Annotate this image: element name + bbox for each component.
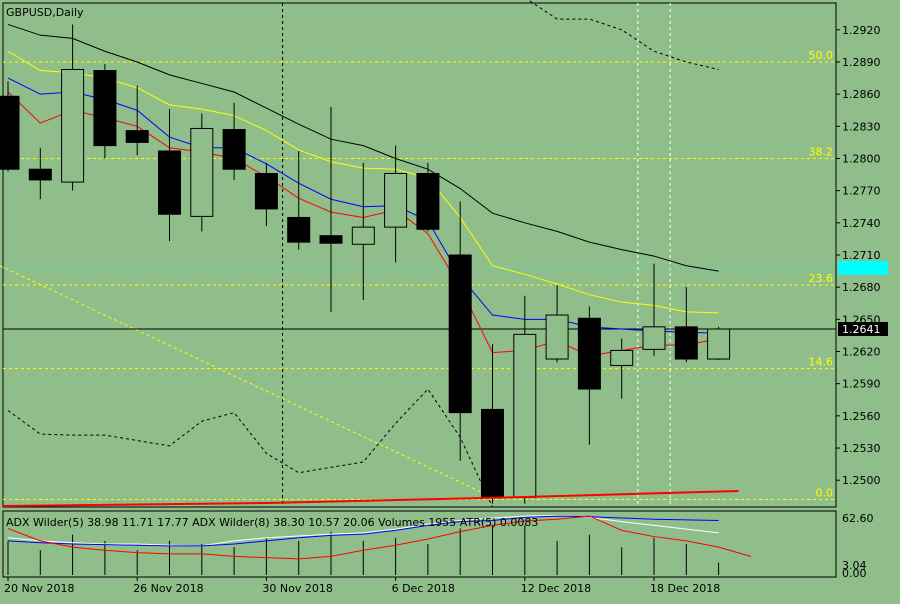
time-tick-label: 30 Nov 2018: [262, 582, 332, 595]
candle-bear: [254, 173, 278, 210]
adx-white-line: [7, 514, 719, 547]
candle-bear: [28, 168, 52, 181]
indicator-tick-label: 62.60: [842, 512, 874, 525]
chart-title: GBPUSD,Daily: [6, 6, 84, 19]
candle-bear: [319, 235, 343, 244]
candle-bear: [125, 130, 149, 143]
fib-level-label: 14.6: [809, 356, 834, 369]
candle-bull: [190, 127, 214, 217]
candle-bear: [674, 326, 698, 360]
candle-bull: [384, 173, 408, 228]
price-tick-label: 1.2890: [842, 56, 881, 69]
time-tick-label: 20 Nov 2018: [4, 582, 74, 595]
adx-blue-line: [7, 515, 719, 547]
ma-black-line: [7, 23, 719, 272]
time-tick-label: 18 Dec 2018: [650, 582, 720, 595]
price-tick-label: 1.2830: [842, 120, 881, 133]
candle-bear: [481, 408, 504, 498]
fib-level-label: 23.6: [809, 272, 834, 285]
price-tick-label: 1.2500: [842, 474, 881, 487]
price-tick-label: 1.2560: [842, 410, 881, 423]
candle-bull: [351, 226, 375, 245]
current-price-label: 1.2641: [842, 323, 881, 336]
candle-bull: [707, 328, 731, 360]
candle-bull: [61, 68, 85, 183]
time-tick-label: 6 Dec 2018: [392, 582, 455, 595]
time-tick-label: 26 Nov 2018: [133, 582, 203, 595]
price-tick-label: 1.2620: [842, 346, 881, 359]
atr-red-line: [1, 490, 739, 507]
candle-bear: [93, 70, 117, 147]
fib-level-label: 0.0: [816, 486, 834, 499]
price-tick-label: 1.2680: [842, 281, 881, 294]
time-axis-layer: 20 Nov 2018 26 Nov 2018 30 Nov 2018 6 Dec 2…: [4, 577, 720, 595]
price-tick-label: 1.2710: [842, 249, 881, 262]
price-tick-label: 1.2590: [842, 378, 881, 391]
candle-bear: [0, 95, 20, 170]
candles-layer: [0, 24, 731, 504]
trendline: [0, 265, 493, 498]
time-tick-label: 12 Dec 2018: [521, 582, 591, 595]
indicator-tick-label: 3.04: [842, 559, 867, 572]
price-tick-label: 1.2800: [842, 152, 881, 165]
indicator-label: ADX Wilder(5) 38.98 11.71 17.77 ADX Wild…: [6, 516, 538, 529]
candle-bear: [222, 129, 246, 170]
current-price-label-box: [838, 321, 888, 336]
candle-bull: [642, 326, 666, 350]
cyan-price-label-box: [838, 260, 888, 275]
candle-bear: [577, 317, 601, 390]
candle-bear: [416, 173, 440, 230]
adx-red-line: [7, 515, 752, 560]
price-tick-label: 1.2920: [842, 24, 881, 37]
price-tick-label: 1.2530: [842, 442, 881, 455]
candle-bull: [545, 314, 569, 360]
candle-bear: [287, 216, 311, 243]
price-axis-layer: 1.2920 1.2890 1.2860 1.2830 1.2800 1.2770 1.27…: [836, 24, 888, 487]
price-tick-label: 1.2770: [842, 185, 881, 198]
fib-level-label: 38.2: [809, 145, 834, 158]
envelope-upper-line: [527, 0, 719, 70]
price-tick-label: 1.2860: [842, 88, 881, 101]
envelope-lower-line: [7, 388, 493, 508]
indicator-panel-layer: 62.60 3.040.00: [1, 490, 874, 580]
candle-bear: [448, 254, 472, 414]
indicator-tick-label: 0.00: [842, 567, 867, 580]
candle-bull: [610, 349, 634, 366]
fib-level-label: 50.0: [809, 49, 834, 62]
candle-bear: [158, 150, 181, 215]
candle-bull: [513, 333, 537, 498]
indicator-panel-border: [2, 510, 837, 578]
price-tick-label: 1.2740: [842, 217, 881, 230]
